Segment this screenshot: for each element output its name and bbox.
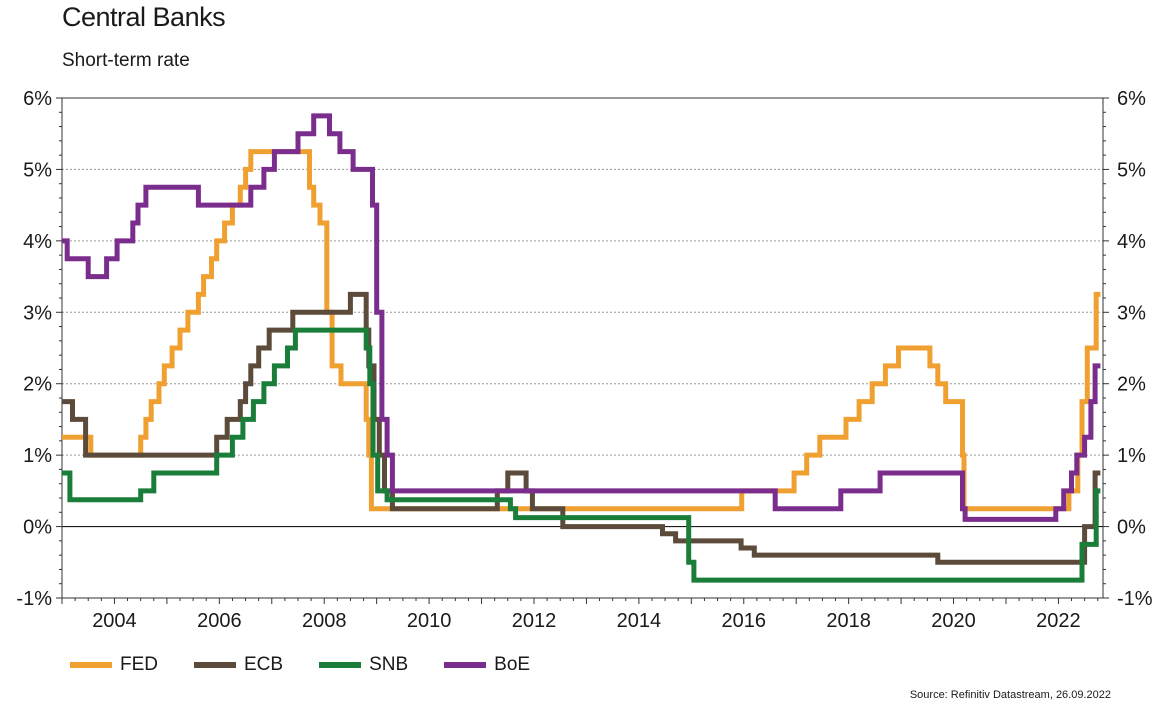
x-tick-label: 2010: [407, 610, 452, 632]
x-tick-label: 2016: [722, 610, 767, 632]
y-tick-label-right: 4%: [1117, 231, 1146, 253]
x-tick-label: 2004: [92, 610, 137, 632]
x-tick-label: 2020: [931, 610, 976, 632]
y-tick-label-left: 2%: [23, 374, 52, 396]
x-tick-label: 2008: [302, 610, 347, 632]
legend-swatch-snb: [319, 662, 362, 668]
y-tick-label-left: 3%: [23, 302, 52, 324]
legend-label-boe: BoE: [494, 654, 531, 675]
legend-item-snb: SNB: [319, 654, 408, 676]
chart-title: Central Banks: [62, 2, 226, 32]
legend: FED ECB SNB BoE: [70, 654, 566, 676]
y-tick-label-left: 6%: [23, 88, 52, 110]
y-tick-label-right: 5%: [1117, 159, 1146, 181]
source-note: Source: Refinitiv Datastream, 26.09.2022: [909, 689, 1111, 701]
y-tick-label-right: 0%: [1117, 517, 1146, 539]
legend-label-fed: FED: [120, 654, 158, 675]
legend-item-ecb: ECB: [194, 654, 283, 676]
y-tick-label-left: 0%: [23, 517, 52, 539]
y-tick-label-left: 1%: [23, 445, 52, 467]
y-tick-label-right: -1%: [1117, 588, 1153, 610]
series-line-boe: [62, 113, 1101, 522]
x-tick-label: 2022: [1036, 610, 1081, 632]
y-tick-label-right: 2%: [1117, 374, 1146, 396]
y-tick-label-left: -1%: [16, 588, 52, 610]
y-tick-label-right: 1%: [1117, 445, 1146, 467]
legend-swatch-fed: [70, 662, 112, 668]
x-tick-label: 2014: [617, 610, 662, 632]
x-tick-label: 2006: [197, 610, 242, 632]
legend-item-fed: FED: [70, 654, 158, 676]
legend-item-boe: BoE: [444, 654, 530, 676]
legend-label-snb: SNB: [369, 654, 409, 675]
chart-subtitle: Short-term rate: [62, 50, 190, 71]
legend-swatch-ecb: [194, 662, 236, 668]
series-line-ecb: [62, 291, 1101, 565]
y-tick-label-right: 6%: [1117, 88, 1146, 110]
legend-swatch-boe: [444, 662, 487, 668]
y-tick-label-left: 5%: [23, 159, 52, 181]
y-tick-label-left: 4%: [23, 231, 52, 253]
x-tick-label: 2018: [826, 610, 871, 632]
y-tick-label-right: 3%: [1117, 302, 1146, 324]
series-line-fed: [62, 149, 1101, 512]
legend-label-ecb: ECB: [244, 654, 284, 675]
series-line-snb: [62, 327, 1101, 583]
x-tick-label: 2012: [512, 610, 557, 632]
